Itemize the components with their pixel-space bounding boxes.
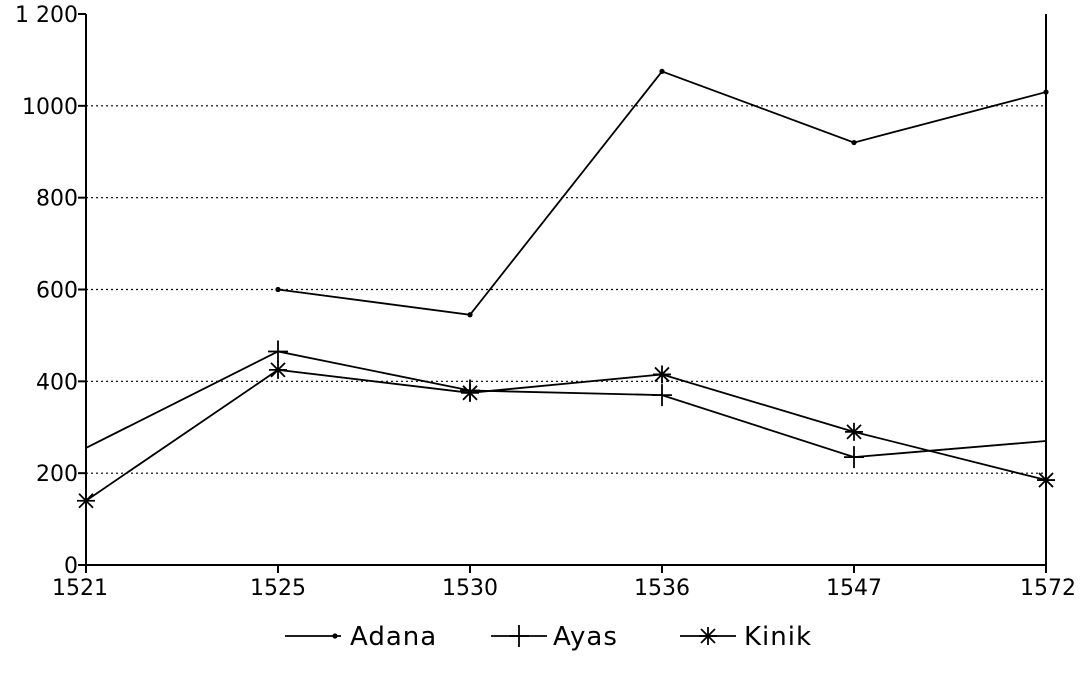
legend-label-kinik: Kinik: [744, 622, 812, 652]
legend: Adana Ayas Kinik: [285, 622, 812, 652]
y-tick-label: 200: [36, 462, 78, 487]
point-ayas-1536: [652, 384, 672, 407]
legend-item-adana: Adana: [285, 622, 437, 652]
x-tick-label: 1525: [250, 576, 306, 601]
point-kinik-1536: [653, 365, 671, 384]
series-line-ayas: [85, 350, 1047, 459]
point-kinik-1530: [461, 383, 479, 402]
series-line-kinik: [85, 368, 1047, 502]
point-kinik-1521: [77, 491, 95, 510]
legend-label-ayas: Ayas: [553, 622, 618, 652]
point-adana-1547: [851, 139, 857, 146]
point-kinik-1525: [269, 360, 287, 379]
y-tick-label: 1 200: [15, 3, 78, 28]
legend-marker-ayas: [509, 625, 529, 647]
y-tick-label: 1000: [22, 95, 78, 120]
legend-item-kinik: Kinik: [680, 622, 812, 652]
y-tick-label: 800: [36, 187, 78, 212]
x-tick-label: 1547: [826, 576, 882, 601]
series-line-adana: [277, 70, 1047, 316]
y-tick-label: 600: [36, 279, 78, 304]
series-ayas: [85, 340, 1047, 469]
x-tick-label: 1530: [442, 576, 498, 601]
x-tick-label: 1521: [52, 576, 108, 601]
point-adana-1572: [1043, 89, 1049, 95]
point-ayas-1547: [844, 446, 864, 469]
x-tick-label: 1572: [1020, 576, 1076, 601]
point-adana-1530: [467, 312, 473, 318]
legend-item-ayas: Ayas: [491, 622, 618, 652]
grid-lines: [86, 105, 1046, 474]
point-kinik-1572: [1037, 471, 1055, 490]
y-axis-ticks: 0 200 400 600 800 1000 1 200: [15, 3, 86, 579]
series-adana: [275, 68, 1049, 318]
point-ayas-1525: [268, 340, 288, 363]
legend-marker-adana: [332, 633, 338, 639]
legend-marker-kinik: [699, 627, 717, 645]
series-layer: [77, 68, 1055, 510]
x-axis-ticks: 1521 1525 1530 1536 1547 1572: [52, 565, 1076, 601]
y-tick-label: 400: [36, 370, 78, 395]
x-tick-label: 1536: [634, 576, 690, 601]
legend-label-adana: Adana: [350, 622, 437, 652]
point-adana-1536: [659, 68, 665, 74]
y-tick-label: 0: [64, 554, 78, 579]
point-kinik-1547: [845, 422, 863, 441]
point-adana-1525: [275, 286, 281, 293]
series-kinik: [77, 360, 1055, 510]
